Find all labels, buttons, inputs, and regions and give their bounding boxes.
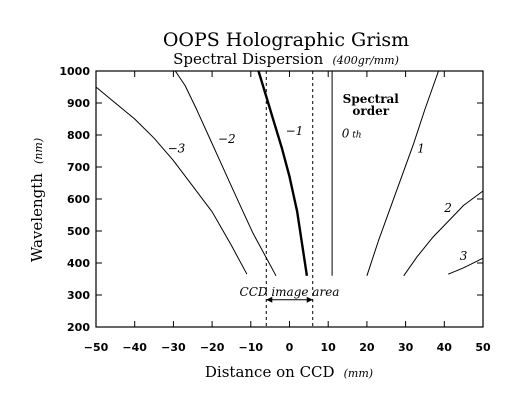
series-label-4: 1 bbox=[417, 142, 425, 156]
series-line-0 bbox=[95, 86, 248, 275]
y-tick-label: 700 bbox=[67, 161, 90, 174]
ccd-area-arrowhead-left bbox=[266, 296, 273, 303]
y-axis-title-unit: (nm) bbox=[32, 138, 45, 164]
x-tick-label: 20 bbox=[359, 341, 375, 354]
x-tick-label: 30 bbox=[398, 341, 414, 354]
x-tick-label: −10 bbox=[239, 341, 264, 354]
y-axis-title: Wavelength bbox=[28, 173, 46, 262]
ccd-area-arrowhead-right bbox=[306, 296, 313, 303]
x-axis-title: Distance on CCD bbox=[205, 363, 335, 381]
zeroth-order-label: 0 bbox=[342, 127, 350, 141]
y-tick-label: 800 bbox=[67, 129, 90, 142]
series-line-5 bbox=[403, 190, 484, 277]
x-tick-label: 40 bbox=[437, 341, 453, 354]
chart-subtitle-unit: (400gr/mm) bbox=[332, 54, 398, 67]
chart-title: OOPS Holographic Grism bbox=[163, 29, 409, 51]
spectral-order-label-line1: Spectral bbox=[343, 92, 400, 106]
series-label-1: −2 bbox=[218, 132, 236, 146]
y-tick-label: 1000 bbox=[59, 65, 90, 78]
x-tick-label: −20 bbox=[200, 341, 225, 354]
y-tick-label: 400 bbox=[67, 257, 90, 270]
y-tick-label: 200 bbox=[67, 321, 90, 334]
x-axis-title-group: Distance on CCD (mm) bbox=[205, 362, 373, 381]
plot-area: −50 −40 −30 −20 −10 0 10 20 30 40 5020030040050060… bbox=[59, 65, 491, 354]
ccd-area-label: CCD image area bbox=[240, 285, 340, 299]
series-label-6: 3 bbox=[460, 249, 468, 263]
x-tick-label: −30 bbox=[161, 341, 186, 354]
series-label-2: −1 bbox=[286, 124, 304, 138]
series-line-2 bbox=[257, 70, 309, 276]
x-tick-label: −40 bbox=[122, 341, 147, 354]
x-tick-label: 50 bbox=[475, 341, 491, 354]
series-line-6 bbox=[448, 257, 484, 275]
spectral-order-label-line2: order bbox=[352, 104, 389, 118]
chart-subtitle: Spectral Dispersion bbox=[173, 50, 324, 68]
zeroth-order-suffix: th bbox=[352, 131, 361, 141]
y-axis-title-group: Wavelength (nm) bbox=[27, 138, 46, 262]
y-tick-label: 900 bbox=[67, 97, 90, 110]
chart-subtitle-group: Spectral Dispersion (400gr/mm) bbox=[173, 49, 399, 68]
series-line-1 bbox=[174, 70, 277, 277]
series-label-5: 2 bbox=[443, 201, 452, 215]
x-tick-label: 10 bbox=[321, 341, 337, 354]
series-label-0: −3 bbox=[168, 142, 186, 156]
y-tick-label: 300 bbox=[67, 289, 90, 302]
x-axis-title-unit: (mm) bbox=[344, 367, 373, 380]
x-tick-label: −50 bbox=[84, 341, 109, 354]
series-line-4 bbox=[366, 70, 439, 276]
x-tick-label: 0 bbox=[286, 341, 294, 354]
y-tick-label: 500 bbox=[67, 225, 90, 238]
y-tick-label: 600 bbox=[67, 193, 90, 206]
